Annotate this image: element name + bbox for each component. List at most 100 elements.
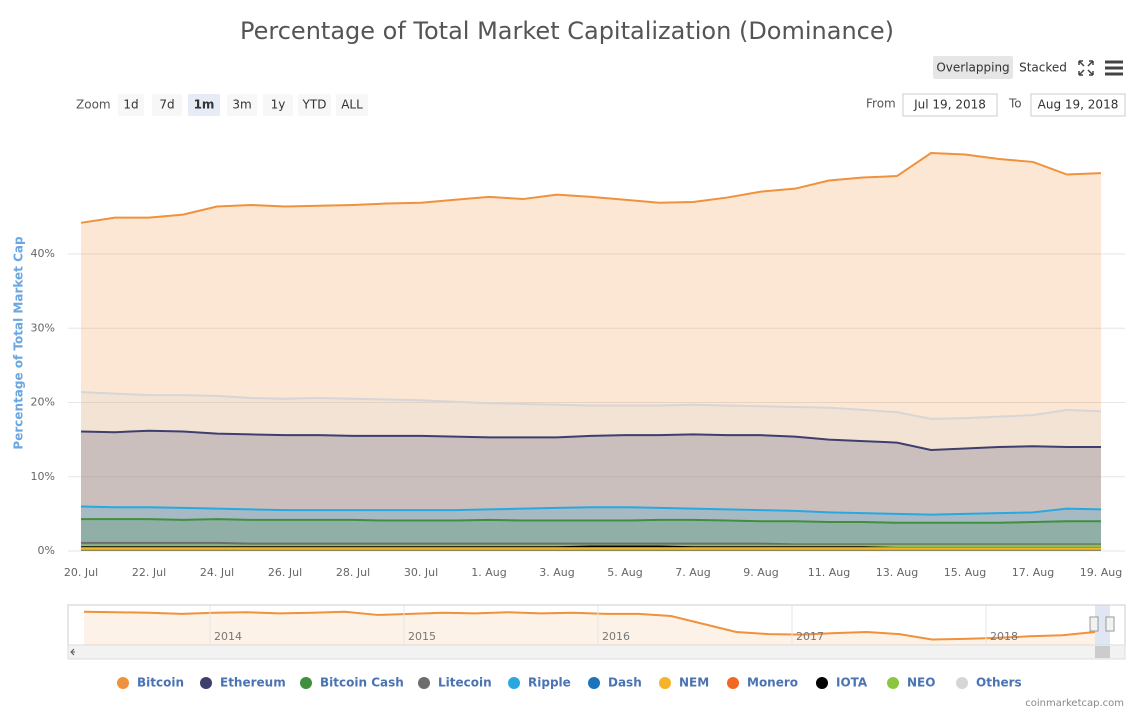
x-tick-label: 30. Jul [404,566,438,579]
x-tick-label: 22. Jul [132,566,166,579]
legend-marker [200,677,212,689]
legend-item[interactable]: Litecoin [418,676,492,690]
legend-marker [956,677,968,689]
navigator-selection[interactable] [1095,605,1110,645]
legend-item[interactable]: Others [956,676,1022,690]
x-tick-label: 20. Jul [64,566,98,579]
navigator-handle[interactable] [1105,616,1115,632]
zoom-button[interactable] [336,94,368,116]
legend-label: Litecoin [438,676,492,690]
y-tick-label: 0% [38,544,55,557]
zoom-button-label[interactable]: 1y [271,98,286,112]
zoom-button[interactable] [152,94,182,116]
fullscreen-icon[interactable] [1078,60,1094,76]
x-tick-label: 1. Aug [471,566,506,579]
legend-item[interactable]: Dash [588,676,642,690]
legend-label: Ethereum [220,676,286,690]
legend-item[interactable]: NEO [887,676,935,690]
zoom-button-label[interactable]: YTD [302,98,327,112]
x-tick-label: 13. Aug [876,566,918,579]
scroll-left-arrow[interactable] [70,648,75,656]
legend-label: Ripple [528,676,571,690]
menu-icon[interactable] [1105,60,1123,76]
to-input[interactable] [1030,93,1126,117]
x-tick-label: 26. Jul [268,566,302,579]
x-tick-label: 19. Aug [1080,566,1122,579]
legend-label: NEO [907,676,935,690]
scrollbar-thumb[interactable] [1095,646,1110,658]
from-input[interactable] [902,93,998,117]
series-line [80,429,1101,452]
series-area [81,153,1101,551]
legend-item[interactable]: Bitcoin Cash [300,676,404,690]
navigator-line [83,610,1096,641]
zoom-button-label[interactable]: 3m [232,98,251,112]
to-label: To [1008,97,1022,111]
series-line [80,391,1102,420]
zoom-button-label[interactable]: 7d [159,98,174,112]
legend-item[interactable]: Bitcoin [117,676,184,690]
zoom-button-label[interactable]: 1d [123,98,138,112]
legend-label: Monero [747,676,798,690]
legend-label: Bitcoin Cash [320,676,404,690]
zoom-button-label[interactable]: 1m [194,98,215,112]
zoom-button[interactable] [188,94,220,116]
navigator-handle[interactable] [1089,616,1099,632]
from-label: From [866,97,896,111]
navigator-tick-label: 2015 [408,630,436,643]
legend-marker [887,677,899,689]
x-tick-label: 15. Aug [944,566,986,579]
zoom-button[interactable] [263,94,293,116]
mode-button[interactable] [933,56,1013,79]
series-area [81,392,1101,551]
mode-button-label[interactable]: Stacked [1019,61,1067,75]
credit: coinmarketcap.com [1025,698,1124,709]
legend-item[interactable]: NEM [659,676,709,690]
legend-marker [418,677,430,689]
legend-marker [117,677,129,689]
series-line [81,541,1101,546]
x-tick-label: 11. Aug [808,566,850,579]
legend-label: Others [976,676,1022,690]
y-axis-title: Percentage of Total Market Cap [12,236,26,450]
y-tick-label: 10% [31,470,55,483]
series-area [81,506,1101,551]
legend-label: Bitcoin [137,676,184,690]
legend-marker [659,677,671,689]
series-line [80,505,1102,516]
zoom-button[interactable] [118,94,144,116]
legend-item[interactable]: Ripple [508,676,571,690]
x-tick-label: 24. Jul [200,566,234,579]
mode-button-label[interactable]: Overlapping [936,61,1009,75]
legend-marker [816,677,828,689]
legend-marker [508,677,520,689]
legend-label: NEM [679,676,709,690]
legend-marker [727,677,739,689]
scrollbar[interactable] [67,644,1126,660]
from-value: Jul 19, 2018 [913,98,986,112]
y-tick-label: 20% [31,396,55,409]
to-value: Aug 19, 2018 [1038,98,1119,112]
zoom-button[interactable] [227,94,257,116]
series-line [81,518,1101,524]
legend-item[interactable]: IOTA [816,676,868,690]
series-area [81,430,1101,551]
navigator-area [84,611,1095,645]
x-tick-label: 7. Aug [675,566,710,579]
zoom-button[interactable] [298,94,331,116]
series-line [80,152,1102,224]
y-tick-label: 40% [31,247,55,260]
legend-item[interactable]: Monero [727,676,798,690]
x-tick-label: 9. Aug [743,566,778,579]
legend-label: Dash [608,676,642,690]
legend-item[interactable]: Ethereum [200,676,286,690]
zoom-label: Zoom [76,98,111,112]
zoom-button-label[interactable]: ALL [341,98,363,112]
x-tick-label: 28. Jul [336,566,370,579]
navigator-tick-label: 2017 [796,630,824,643]
chart-title: Percentage of Total Market Capitalizatio… [240,17,894,45]
x-tick-label: 3. Aug [539,566,574,579]
legend-marker [300,677,312,689]
